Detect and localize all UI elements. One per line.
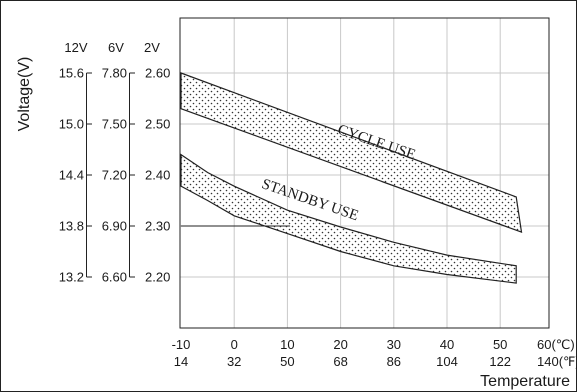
voltage-header-2v: 2V <box>144 40 160 55</box>
x-tick-label-celsius: 50 <box>493 337 507 352</box>
voltage-header-12v: 12V <box>64 40 87 55</box>
x-tick-label-fahrenheit: 32 <box>227 354 241 369</box>
x-tick-label-celsius: 30 <box>387 337 401 352</box>
x-tick-label-fahrenheit: 68 <box>333 354 347 369</box>
y-tick-label-2v: 2.20 <box>145 270 170 285</box>
x-tick-label-fahrenheit: 50 <box>280 354 294 369</box>
voltage-header-6v: 6V <box>108 40 124 55</box>
y-tick-label-12v: 15.0 <box>59 117 84 132</box>
y-axis-6v: 7.80 7.50 7.20 6.90 6.60 <box>102 66 135 285</box>
x-tick-label-celsius: 20 <box>333 337 347 352</box>
y-tick-label-6v: 6.90 <box>102 219 127 234</box>
x-axis-label: Temperature <box>480 373 570 390</box>
y-tick-label-6v: 7.20 <box>102 168 127 183</box>
y-tick-label-2v: 2.60 <box>145 66 170 81</box>
y-tick-label-2v: 2.50 <box>145 117 170 132</box>
y-tick-label-12v: 13.2 <box>59 270 84 285</box>
x-tick-label-fahrenheit: 122 <box>489 354 511 369</box>
y-axis-12v: 15.6 15.0 14.4 13.8 13.2 <box>59 66 92 285</box>
y-tick-label-6v: 7.80 <box>102 66 127 81</box>
x-tick-label-celsius: 40 <box>440 337 454 352</box>
y-tick-label-6v: 7.50 <box>102 117 127 132</box>
x-tick-label-fahrenheit: 86 <box>387 354 401 369</box>
band-standby-use <box>180 153 517 284</box>
x-axis-ticks: -10 14 0 32 10 50 20 68 30 86 40 104 50 122 <box>172 337 511 369</box>
x-unit-celsius: 60(℃) <box>537 337 575 352</box>
x-tick-label-celsius: 0 <box>231 337 238 352</box>
x-tick-label-fahrenheit: 104 <box>436 354 458 369</box>
y-tick-label-12v: 14.4 <box>59 168 84 183</box>
bands-layer <box>180 72 523 284</box>
y-tick-label-12v: 15.6 <box>59 66 84 81</box>
x-tick-label-fahrenheit: 14 <box>174 354 188 369</box>
y-tick-label-2v: 2.30 <box>145 219 170 234</box>
x-unit-fahrenheit: 140(℉) <box>537 354 577 369</box>
plot-area-border <box>179 17 550 329</box>
y-axis-2v: 2.60 2.50 2.40 2.30 2.20 <box>145 66 170 285</box>
y-tick-label-12v: 13.8 <box>59 219 84 234</box>
y-axis-label: Voltage(V) <box>16 57 33 132</box>
x-tick-label-celsius: -10 <box>172 337 191 352</box>
y-tick-label-2v: 2.40 <box>145 168 170 183</box>
x-tick-label-celsius: 10 <box>280 337 294 352</box>
band-cycle-use <box>180 72 523 234</box>
y-tick-label-6v: 6.60 <box>102 270 127 285</box>
